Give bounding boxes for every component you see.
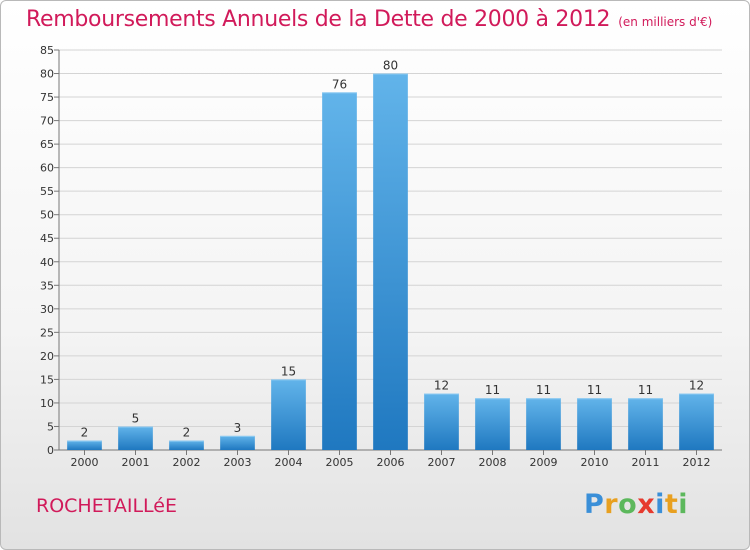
- y-tick-label: 55: [40, 185, 54, 198]
- x-tick-label: 2001: [122, 456, 150, 469]
- y-tick-label: 50: [40, 209, 54, 222]
- data-label: 11: [587, 383, 602, 397]
- y-tick-label: 80: [40, 68, 54, 81]
- data-label: 11: [638, 383, 653, 397]
- data-label: 3: [234, 421, 242, 435]
- logo-letter: i: [678, 489, 689, 520]
- bar: [424, 393, 459, 450]
- data-label: 11: [536, 383, 551, 397]
- data-label: 2: [81, 426, 89, 440]
- y-tick-label: 45: [40, 232, 54, 245]
- x-tick-label: 2003: [224, 456, 252, 469]
- bar: [220, 435, 255, 450]
- logo-letter: i: [655, 489, 665, 520]
- x-tick-label: 2012: [683, 456, 711, 469]
- x-tick-label: 2007: [428, 456, 456, 469]
- x-tick-label: 2004: [275, 456, 303, 469]
- bar: [577, 398, 612, 450]
- bar: [271, 379, 306, 450]
- x-tick-label: 2006: [377, 456, 405, 469]
- y-axis-ticks: 0 5 10 15 20 25 30 35 40 45 50 55 60 65 70 75 80 85: [40, 44, 59, 457]
- bar: [628, 398, 663, 450]
- chart-subtitle: (en milliers d'€): [618, 15, 713, 29]
- bar: [475, 398, 510, 450]
- logo-letter: x: [637, 489, 656, 520]
- y-tick-label: 60: [40, 162, 54, 175]
- logo-letter: t: [664, 489, 679, 520]
- x-tick-label: 2009: [530, 456, 558, 469]
- data-label: 76: [332, 77, 347, 91]
- logo-letter: r: [604, 489, 619, 520]
- data-label: 5: [132, 411, 140, 425]
- x-tick-label: 2000: [71, 456, 99, 469]
- y-tick-label: 75: [40, 91, 54, 104]
- bar: [67, 440, 102, 450]
- y-tick-label: 15: [40, 373, 54, 386]
- chart-title-text: Remboursements Annuels de la Dette de 20…: [26, 7, 611, 32]
- y-tick-label: 35: [40, 279, 54, 292]
- data-label: 12: [689, 379, 704, 393]
- y-tick-label: 20: [40, 350, 54, 363]
- commune-name: ROCHETAILLéE: [36, 495, 177, 517]
- data-label: 11: [485, 383, 500, 397]
- bar: [373, 73, 408, 450]
- logo-letter: o: [618, 489, 638, 520]
- bar: [118, 426, 153, 450]
- y-tick-label: 0: [47, 444, 54, 457]
- data-label: 80: [383, 59, 398, 73]
- proxiti-logo: Proxiti: [584, 489, 688, 520]
- bar: [526, 398, 561, 450]
- bar: [322, 92, 357, 451]
- x-tick-label: 2011: [632, 456, 660, 469]
- x-tick-label: 2005: [326, 456, 354, 469]
- y-tick-label: 5: [47, 420, 54, 433]
- bars: 2 5 2 3 15 76 80 12 11 11 11 11 12: [67, 59, 714, 451]
- x-tick-label: 2008: [479, 456, 507, 469]
- data-label: 15: [281, 364, 296, 378]
- y-tick-label: 85: [40, 44, 54, 57]
- x-tick-label: 2002: [173, 456, 201, 469]
- y-tick-label: 10: [40, 397, 54, 410]
- y-tick-label: 30: [40, 303, 54, 316]
- x-tick-label: 2010: [581, 456, 609, 469]
- logo-letter: P: [584, 489, 605, 520]
- chart-title: Remboursements Annuels de la Dette de 20…: [26, 7, 712, 32]
- bar: [169, 440, 204, 450]
- y-tick-label: 25: [40, 326, 54, 339]
- y-tick-label: 65: [40, 138, 54, 151]
- y-tick-label: 40: [40, 256, 54, 269]
- data-label: 2: [183, 426, 191, 440]
- bar: [679, 393, 714, 450]
- x-axis-ticks: 2000 2001 2002 2003 2004 2005 2006 2007 2008 2009…: [71, 450, 711, 469]
- data-label: 12: [434, 379, 449, 393]
- y-tick-label: 70: [40, 115, 54, 128]
